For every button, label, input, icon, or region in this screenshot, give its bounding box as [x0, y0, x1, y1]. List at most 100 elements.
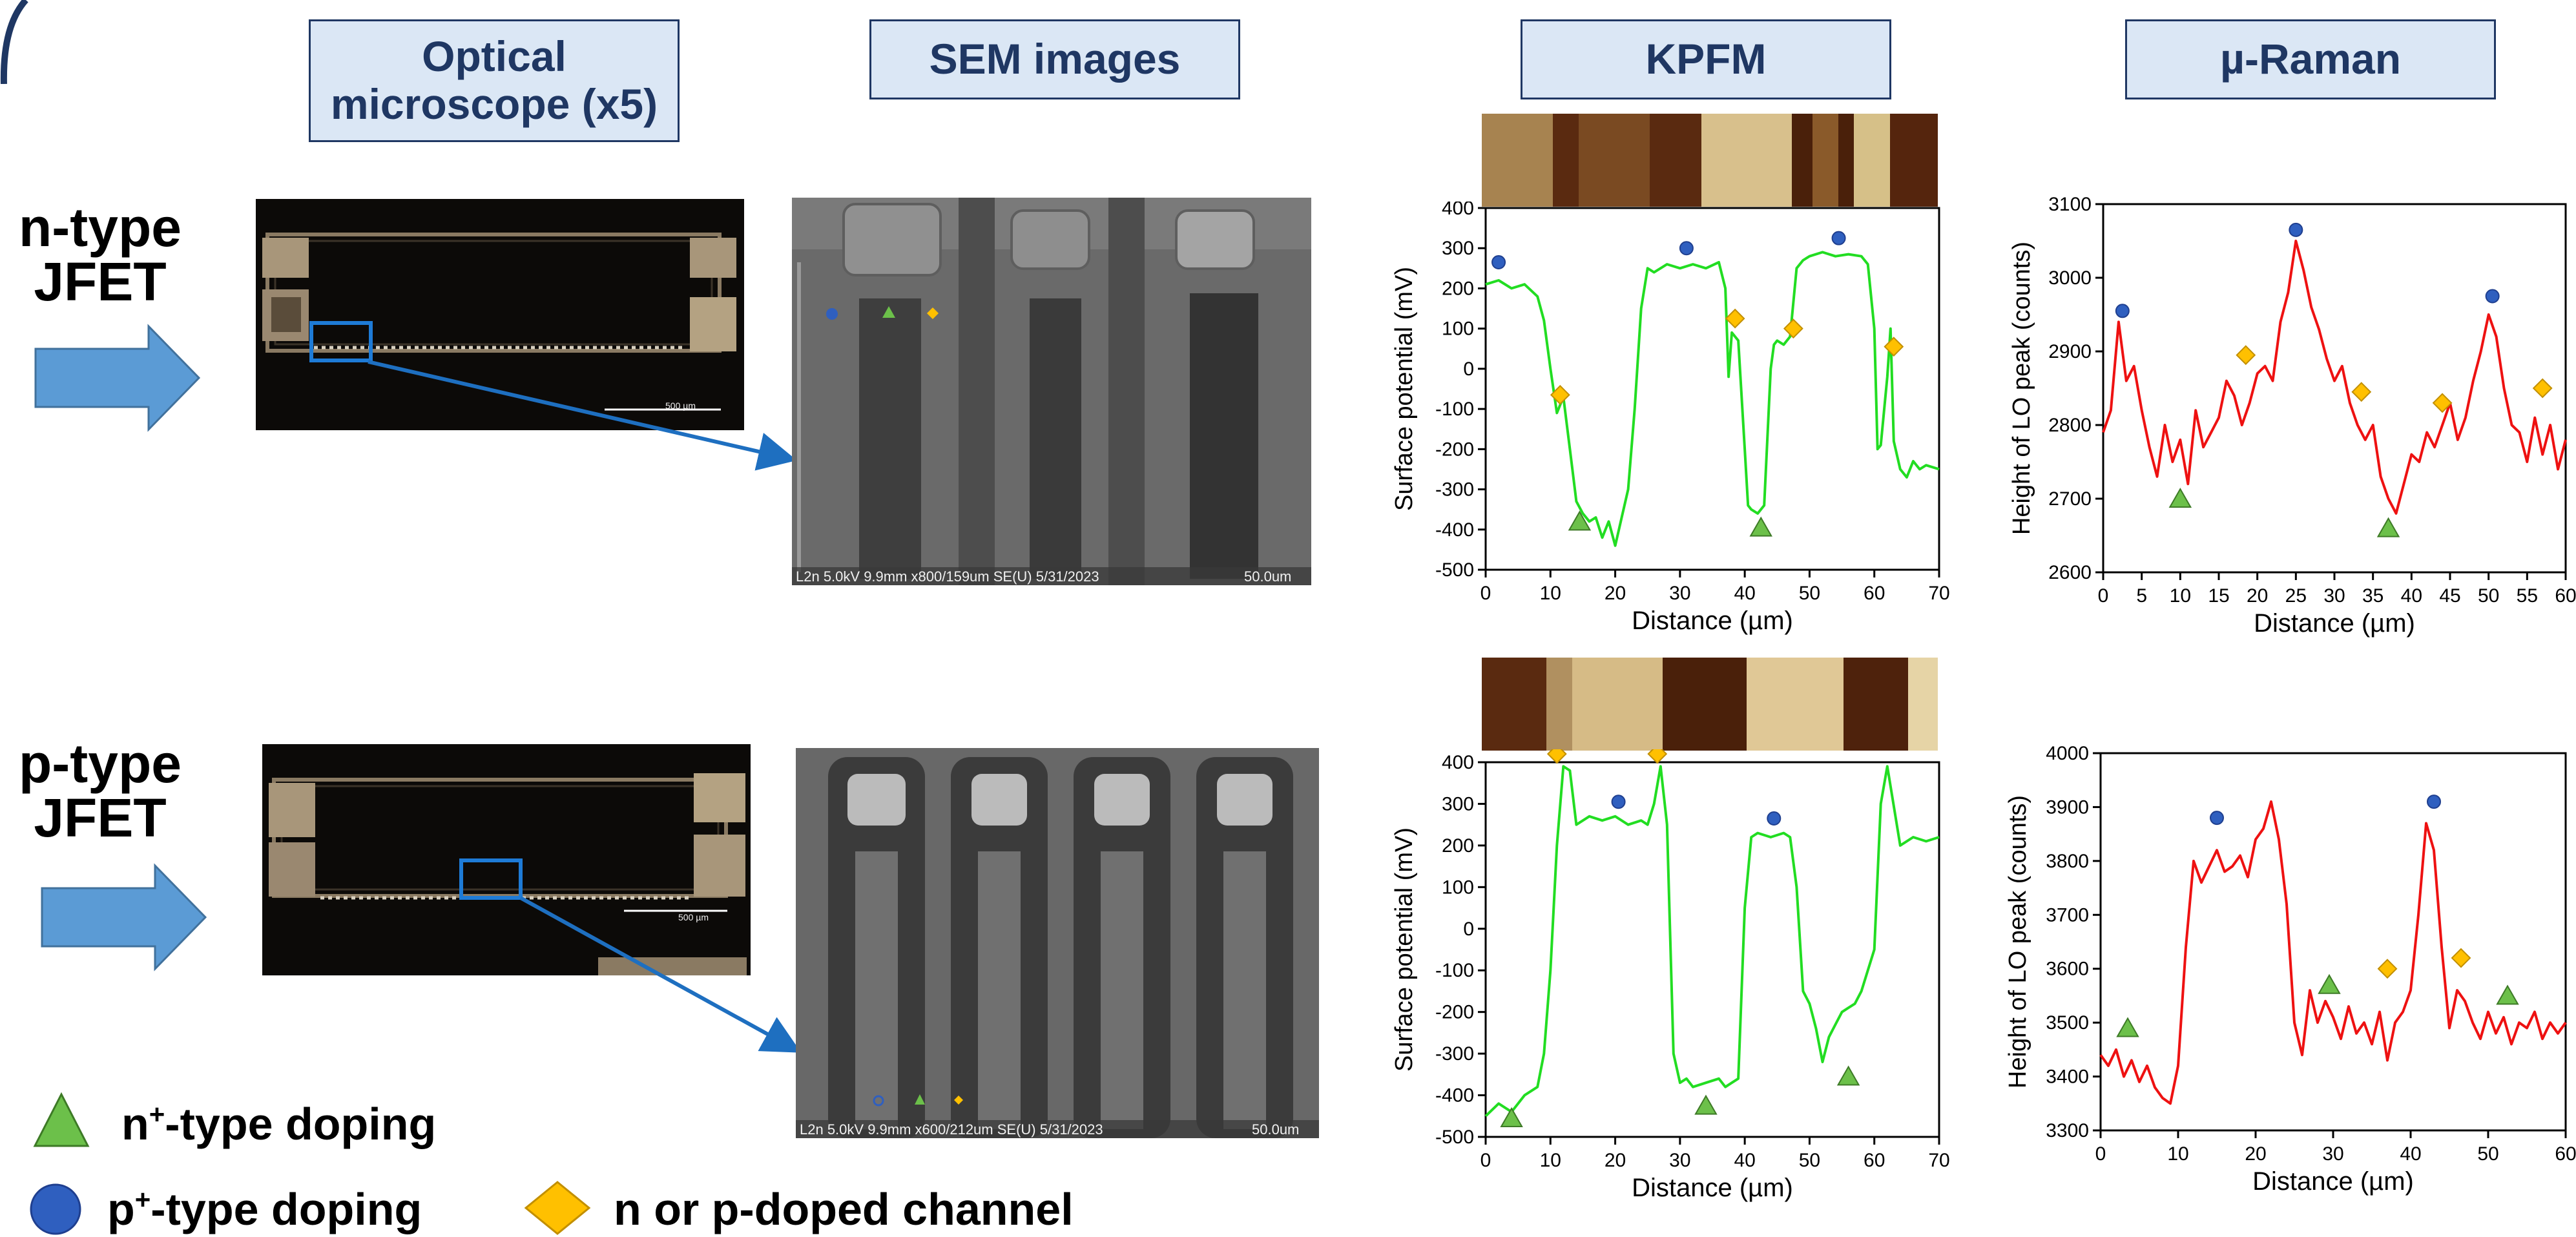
y-tick-label: 3700: [2046, 904, 2089, 926]
sem-image-p: [796, 748, 1319, 1138]
n-plus-marker: [2318, 973, 2341, 994]
plot-frame: [1484, 761, 1940, 1138]
y-tick-label: -100: [1435, 960, 1474, 981]
series-line: [2099, 800, 2567, 1105]
p-plus-marker: [1831, 231, 1846, 245]
channel-marker: [1647, 749, 1668, 764]
chart-kpfm-p: 0 10 20 30 40 50 60 70 -500 -400 -300 -200 -100 0 100 2…: [1391, 749, 1950, 1202]
channel-marker: [2451, 948, 2471, 968]
x-tick-label: 0: [1480, 583, 1491, 604]
x-tick-label: 50: [2477, 1143, 2498, 1165]
x-tick-label: 60: [2555, 585, 2576, 607]
x-tick-label: 50: [1799, 583, 1820, 604]
legend-p-plus-sup: +: [134, 1184, 151, 1215]
y-tick-label: -100: [1435, 399, 1474, 420]
y-tick-label: 300: [1442, 238, 1474, 259]
x-tick-label: 10: [2170, 585, 2191, 607]
row-label-n-type: n-type JFET: [13, 200, 187, 309]
sem-caption-n-left: L2n 5.0kV 9.9mm x800/159um SE(U) 5/31/20…: [796, 568, 1099, 585]
x-tick-label: 20: [1605, 583, 1626, 604]
arrow-right-n-icon: [34, 324, 201, 432]
y-tick-label: 3100: [2048, 194, 2092, 215]
kpfm-map-p: [1482, 658, 1938, 751]
channel-marker: [1783, 318, 1803, 339]
x-tick-label: 20: [2247, 585, 2268, 607]
x-tick-label: 70: [1928, 1150, 1949, 1171]
channel-marker: [2532, 378, 2553, 399]
chart-kpfm-n: 0 10 20 30 40 50 60 70 -500 -400 -300 -200 -100 0 100 2…: [1391, 202, 1950, 635]
x-tick-label: 40: [1734, 1150, 1755, 1171]
y-tick-label: 200: [1442, 278, 1474, 299]
y-tick-label: 3900: [2046, 796, 2089, 818]
x-tick-label: 40: [2400, 1143, 2421, 1165]
x-axis-label: Distance (µm): [2252, 1167, 2414, 1196]
legend-channel: n or p-doped channel: [614, 1184, 1074, 1234]
header-optical-microscope: Optical microscope (x5): [309, 19, 680, 142]
row-label-p-line1: p-type: [19, 733, 182, 794]
x-axis-label: Distance (µm): [2254, 609, 2415, 638]
p-plus-marker: [2210, 811, 2224, 826]
chart-raman-p: 0 10 20 30 40 50 60 3300 3400 3500 3600 3700 3800 390…: [2004, 743, 2576, 1196]
channel-marker: [1884, 337, 1904, 357]
channel-marker: [1546, 749, 1567, 764]
header-mu-raman: µ-Raman: [2125, 19, 2496, 99]
x-tick-label: 0: [1480, 1150, 1491, 1171]
channel-marker: [2377, 959, 2398, 979]
p-plus-marker: [1491, 255, 1506, 269]
y-tick-label: 400: [1442, 752, 1474, 773]
p-plus-marker: [1767, 811, 1781, 826]
sem-caption-n-right: 50.0um: [1244, 568, 1292, 585]
row-label-n-line2: JFET: [34, 251, 167, 312]
x-tick-label: 0: [2098, 585, 2109, 607]
y-tick-label: 0: [1463, 359, 1474, 380]
p-plus-marker: [1679, 241, 1694, 256]
n-plus-marker: [2496, 984, 2519, 1005]
channel-marker: [2236, 345, 2256, 366]
y-tick-label: 400: [1442, 202, 1474, 219]
x-tick-label: 30: [1669, 1150, 1690, 1171]
series-line: [1485, 251, 1940, 547]
kpfm-map-n: [1482, 114, 1938, 207]
sem-caption-p-right: 50.0um: [1252, 1121, 1300, 1138]
legend-p-plus-rest: -type doping: [151, 1184, 422, 1234]
n-plus-marker: [2116, 1017, 2139, 1037]
n-plus-marker: [1694, 1094, 1718, 1115]
zoom-arrow-n: [368, 360, 797, 471]
x-tick-label: 60: [2555, 1143, 2576, 1165]
legend-circle-icon: [30, 1183, 81, 1235]
arrow-right-p-icon: [41, 863, 207, 972]
channel-marker: [1725, 308, 1745, 329]
row-label-p-type: p-type JFET: [13, 736, 187, 845]
n-plus-marker: [1836, 1065, 1860, 1086]
series-line: [1484, 765, 1940, 1117]
y-tick-label: 2900: [2048, 341, 2092, 362]
x-axis-label: Distance (µm): [1632, 1174, 1793, 1202]
corner-arc-decoration: [0, 0, 28, 84]
n-plus-marker: [2168, 487, 2192, 508]
y-tick-label: -300: [1435, 1043, 1474, 1065]
header-sem-images: SEM images: [869, 19, 1240, 99]
y-tick-label: 3600: [2046, 959, 2089, 980]
y-tick-label: 3500: [2046, 1012, 2089, 1034]
y-tick-label: 300: [1442, 793, 1474, 815]
optical-scale-n: 500 µm: [665, 400, 696, 411]
n-plus-marker: [1749, 516, 1772, 537]
y-tick-label: 100: [1442, 318, 1474, 340]
x-tick-label: 60: [1864, 1150, 1885, 1171]
legend-n-plus-rest: -type doping: [165, 1099, 437, 1149]
y-tick-label: -400: [1435, 1085, 1474, 1107]
zoom-arrow-p: [519, 896, 802, 1053]
x-tick-label: 50: [1799, 1150, 1820, 1171]
x-tick-label: 40: [2401, 585, 2422, 607]
sem-caption-p-left: L2n 5.0kV 9.9mm x600/212um SE(U) 5/31/20…: [800, 1121, 1103, 1138]
channel-marker: [2351, 382, 2372, 402]
channel-marker: [1550, 384, 1570, 405]
x-tick-label: 30: [2322, 1143, 2343, 1165]
x-tick-label: 20: [1605, 1150, 1626, 1171]
x-tick-label: 10: [2167, 1143, 2188, 1165]
legend-p-plus-doping: p+-type doping: [107, 1183, 422, 1235]
x-tick-label: 70: [1928, 583, 1949, 604]
x-tick-label: 10: [1540, 583, 1561, 604]
legend-p-plus-base: p: [107, 1184, 135, 1234]
